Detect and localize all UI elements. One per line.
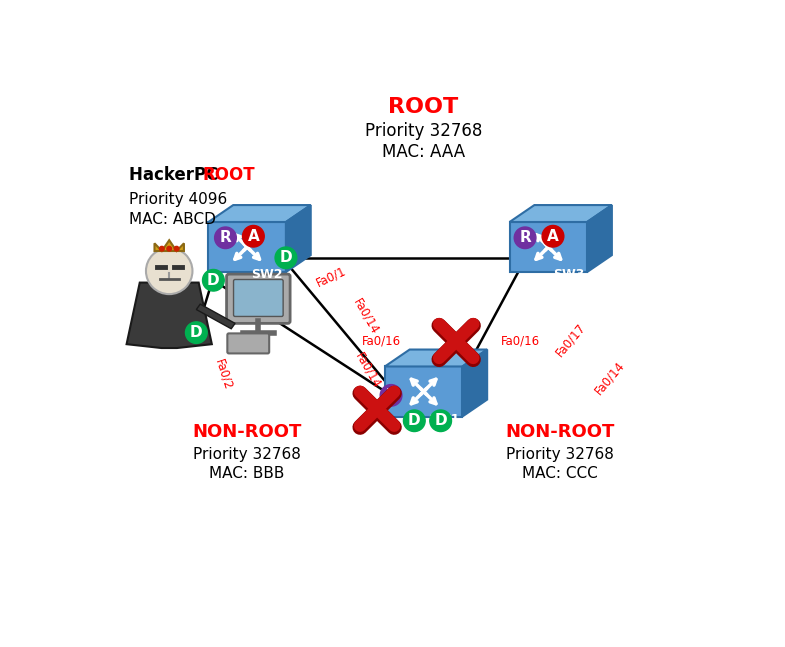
Text: NON-ROOT: NON-ROOT (506, 422, 615, 441)
Text: D: D (207, 273, 220, 288)
Polygon shape (385, 366, 462, 417)
Polygon shape (385, 349, 487, 366)
Circle shape (203, 270, 225, 291)
Circle shape (542, 225, 564, 247)
Text: MAC: BBB: MAC: BBB (210, 466, 285, 481)
Text: SW2: SW2 (251, 269, 283, 281)
Text: A: A (547, 229, 559, 244)
Text: R: R (220, 230, 232, 245)
Text: HackerPC: HackerPC (129, 166, 225, 184)
Text: Fa0/14: Fa0/14 (592, 359, 627, 397)
Text: Fa0/2: Fa0/2 (213, 357, 235, 391)
Text: Fa0/14: Fa0/14 (350, 296, 381, 336)
Text: D: D (408, 413, 421, 428)
Text: NON-ROOT: NON-ROOT (192, 422, 302, 441)
Polygon shape (126, 283, 212, 348)
Polygon shape (509, 222, 587, 272)
Text: R: R (519, 230, 531, 245)
Text: Fa0/16: Fa0/16 (361, 334, 400, 347)
Circle shape (275, 247, 297, 269)
Circle shape (514, 227, 536, 248)
Text: D: D (279, 250, 292, 265)
Circle shape (243, 225, 265, 247)
Circle shape (174, 247, 179, 251)
Text: Fa0/17: Fa0/17 (553, 320, 589, 358)
Text: Fa0/1: Fa0/1 (313, 264, 348, 289)
Polygon shape (587, 205, 612, 272)
Polygon shape (209, 222, 286, 272)
Polygon shape (196, 304, 235, 329)
Circle shape (380, 384, 402, 406)
FancyBboxPatch shape (233, 280, 283, 316)
Text: Fa0/16: Fa0/16 (501, 334, 540, 347)
Circle shape (214, 227, 236, 248)
Text: A: A (247, 229, 259, 244)
Text: MAC: ABCD: MAC: ABCD (129, 212, 216, 227)
Circle shape (167, 247, 172, 251)
FancyBboxPatch shape (228, 333, 269, 353)
Circle shape (146, 248, 192, 294)
Text: D: D (434, 413, 447, 428)
Text: MAC: CCC: MAC: CCC (522, 466, 598, 481)
Text: R: R (385, 388, 397, 403)
Text: SW1: SW1 (428, 413, 459, 426)
Circle shape (430, 410, 451, 432)
Circle shape (403, 410, 425, 432)
Circle shape (185, 322, 207, 344)
FancyBboxPatch shape (227, 274, 290, 324)
Circle shape (159, 247, 164, 251)
Text: Priority 32768: Priority 32768 (365, 122, 482, 140)
Text: Priority 4096: Priority 4096 (129, 192, 228, 206)
Text: ROOT: ROOT (203, 166, 255, 184)
Polygon shape (462, 349, 487, 417)
Polygon shape (509, 205, 612, 222)
Text: ROOT: ROOT (389, 97, 458, 117)
Polygon shape (155, 240, 184, 251)
Text: Priority 32768: Priority 32768 (506, 447, 614, 462)
Polygon shape (209, 205, 311, 222)
Text: D: D (190, 325, 203, 340)
Polygon shape (286, 205, 311, 272)
Text: MAC: AAA: MAC: AAA (382, 143, 466, 161)
Text: Priority 32768: Priority 32768 (193, 447, 301, 462)
Text: SW3: SW3 (553, 269, 584, 281)
Text: Fa0/14: Fa0/14 (352, 350, 383, 390)
